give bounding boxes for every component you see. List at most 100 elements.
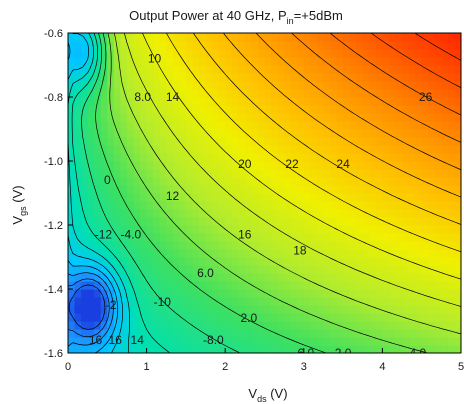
heatmap-cell xyxy=(388,193,397,202)
heatmap-cell xyxy=(297,97,305,106)
heatmap-cell xyxy=(166,97,174,106)
heatmap-cell xyxy=(126,41,135,50)
heatmap-cell xyxy=(434,345,442,353)
heatmap-cell xyxy=(310,73,318,82)
heatmap-cell xyxy=(140,185,148,194)
heatmap-cell xyxy=(343,201,351,210)
heatmap-cell xyxy=(362,33,370,42)
heatmap-cell xyxy=(336,209,344,218)
heatmap-cell xyxy=(126,185,135,194)
heatmap-cell xyxy=(402,265,410,274)
heatmap-cell xyxy=(218,153,226,162)
heatmap-cell xyxy=(126,97,135,106)
heatmap-cell xyxy=(402,273,410,282)
heatmap-cell xyxy=(447,137,456,146)
heatmap-cell xyxy=(375,105,383,114)
heatmap-cell xyxy=(68,185,76,194)
heatmap-cell xyxy=(238,249,246,258)
heatmap-cell xyxy=(336,225,344,234)
heatmap-cell xyxy=(212,225,220,234)
heatmap-cell xyxy=(185,97,194,106)
heatmap-cell xyxy=(94,121,102,130)
heatmap-cell xyxy=(330,329,338,338)
heatmap-cell xyxy=(290,185,298,194)
heatmap-cell xyxy=(159,121,167,130)
heatmap-cell xyxy=(212,209,220,218)
heatmap-cell xyxy=(113,177,121,186)
heatmap-cell xyxy=(257,281,266,290)
heatmap-cell xyxy=(421,201,429,210)
heatmap-cell xyxy=(81,41,89,50)
heatmap-cell xyxy=(310,169,318,178)
heatmap-cell xyxy=(323,241,331,250)
heatmap-cell xyxy=(113,49,121,58)
heatmap-cell xyxy=(212,105,220,114)
heatmap-cell xyxy=(199,129,207,138)
heatmap-cell xyxy=(297,265,305,274)
heatmap-cell xyxy=(107,241,115,250)
heatmap-cell xyxy=(454,297,461,306)
heatmap-cell xyxy=(421,73,429,82)
heatmap-cell xyxy=(146,65,154,74)
heatmap-cell xyxy=(120,33,128,42)
heatmap-cell xyxy=(421,169,429,178)
heatmap-cell xyxy=(205,249,213,258)
heatmap-cell xyxy=(238,185,246,194)
heatmap-cell xyxy=(107,41,115,50)
heatmap-cell xyxy=(447,121,456,130)
heatmap-cell xyxy=(244,329,252,338)
heatmap-cell xyxy=(362,201,370,210)
heatmap-cell xyxy=(244,241,252,250)
heatmap-cell xyxy=(185,257,194,266)
heatmap-cell xyxy=(172,193,180,202)
heatmap-cell xyxy=(199,41,207,50)
heatmap-cell xyxy=(408,153,416,162)
heatmap-cell xyxy=(146,97,154,106)
heatmap-cell xyxy=(388,313,397,322)
heatmap-cell xyxy=(264,233,272,242)
heatmap-cell xyxy=(100,185,108,194)
heatmap-cell xyxy=(74,249,82,258)
heatmap-cell xyxy=(231,145,239,154)
heatmap-cell xyxy=(107,313,115,322)
heatmap-cell xyxy=(192,97,200,106)
heatmap-cell xyxy=(369,225,377,234)
heatmap-cell xyxy=(126,169,135,178)
heatmap-cell xyxy=(343,41,351,50)
heatmap-cell xyxy=(225,225,233,234)
heatmap-cell xyxy=(146,289,154,298)
heatmap-cell xyxy=(225,233,233,242)
heatmap-cell xyxy=(120,345,128,353)
heatmap-cell xyxy=(415,33,423,42)
heatmap-cell xyxy=(231,201,239,210)
heatmap-cell xyxy=(428,329,436,338)
heatmap-cell xyxy=(264,209,272,218)
heatmap-cell xyxy=(310,89,318,98)
heatmap-cell xyxy=(402,129,410,138)
heatmap-cell xyxy=(120,137,128,146)
heatmap-cell xyxy=(225,209,233,218)
heatmap-cell xyxy=(369,73,377,82)
heatmap-cell xyxy=(388,121,397,130)
heatmap-cell xyxy=(140,273,148,282)
heatmap-cell xyxy=(172,257,180,266)
heatmap-cell xyxy=(323,217,331,226)
heatmap-cell xyxy=(271,217,279,226)
heatmap-cell xyxy=(146,89,154,98)
heatmap-cell xyxy=(87,313,95,322)
heatmap-cell xyxy=(395,153,403,162)
heatmap-cell xyxy=(428,41,436,50)
heatmap-cell xyxy=(166,33,174,42)
heatmap-cell xyxy=(100,337,108,346)
heatmap-cell xyxy=(179,345,187,353)
heatmap-cell xyxy=(343,305,351,314)
heatmap-cell xyxy=(120,177,128,186)
heatmap-cell xyxy=(382,233,390,242)
heatmap-cell xyxy=(271,241,279,250)
heatmap-cell xyxy=(244,33,252,42)
heatmap-cell xyxy=(133,113,141,122)
heatmap-cell xyxy=(369,329,377,338)
heatmap-cell xyxy=(349,305,357,314)
heatmap-cell xyxy=(290,169,298,178)
heatmap-cell xyxy=(140,249,148,258)
